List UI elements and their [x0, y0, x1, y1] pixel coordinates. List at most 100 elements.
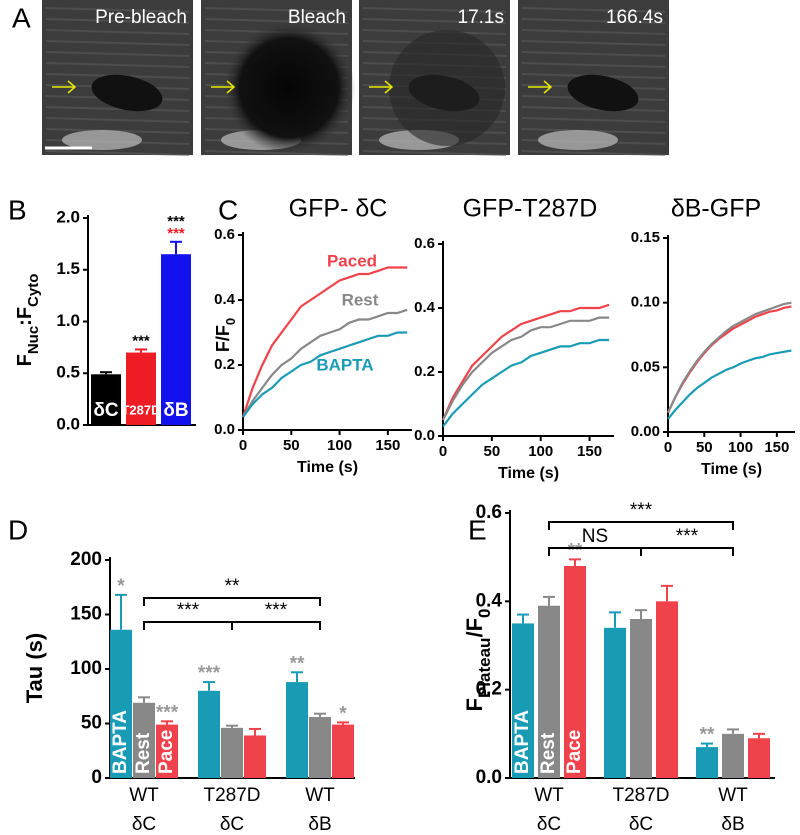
- significance: ***: [156, 702, 179, 723]
- bar: [286, 682, 308, 778]
- legend-label: Pace: [564, 730, 585, 774]
- y-tick-label: 0.4: [414, 299, 436, 316]
- image-texture: [521, 18, 666, 24]
- image-texture: [45, 150, 190, 156]
- x-tick-sublabel: δC: [220, 814, 244, 835]
- bar: [309, 716, 331, 778]
- legend-label: BAPTA: [512, 710, 533, 774]
- bar: [332, 724, 354, 778]
- series-line: [442, 338, 610, 428]
- bar: [630, 619, 652, 778]
- bracket: [231, 621, 321, 630]
- x-tick-label: 100: [728, 439, 753, 456]
- image-texture: [362, 150, 507, 156]
- y-tick-label: 1.5: [56, 259, 80, 278]
- bar: [512, 623, 534, 778]
- micrograph: 166.4s: [518, 0, 669, 156]
- image-texture: [45, 18, 190, 24]
- significance: ***: [167, 225, 185, 242]
- legend-label: BAPTA: [316, 355, 373, 374]
- image-texture: [521, 106, 666, 112]
- y-tick-label: 0.6: [476, 502, 502, 523]
- x-axis-label: Time (s): [701, 461, 762, 478]
- y-tick-label: 0.2: [214, 356, 235, 373]
- significance: **: [700, 725, 715, 746]
- bar: [656, 601, 678, 778]
- legend-label: BAPTA: [110, 710, 131, 774]
- y-axis-label-part: F: [14, 354, 36, 366]
- y-axis-label-part: 0: [475, 609, 494, 618]
- bracket-label: NS: [582, 526, 608, 547]
- legend-label: Rest: [538, 732, 559, 774]
- bar: [161, 254, 191, 425]
- y-tick-label: 0.2: [476, 679, 502, 700]
- image-label: 166.4s: [606, 7, 663, 28]
- panel-label: E: [468, 514, 487, 545]
- y-tick-label: 0.0: [476, 767, 502, 788]
- bar: [91, 374, 121, 425]
- bar: [198, 690, 220, 778]
- legend-label: Paced: [327, 251, 377, 270]
- y-axis-label-part: F/F: [213, 325, 233, 352]
- image-texture: [45, 40, 190, 46]
- y-tick-label: 0.0: [414, 427, 435, 444]
- bar: [604, 627, 626, 778]
- x-tick-label: 150: [764, 439, 789, 456]
- bracket: [143, 597, 321, 606]
- image-texture: [521, 150, 666, 156]
- x-tick-label: WT: [534, 785, 564, 806]
- image-texture: [521, 117, 666, 123]
- y-axis-label-part: Plateau: [475, 638, 494, 698]
- x-axis-label: Time (s): [498, 465, 559, 482]
- panel-label: C: [218, 194, 238, 225]
- x-tick-sublabel: δB: [308, 814, 331, 835]
- legend-label: Pace: [156, 730, 177, 774]
- y-axis-label-part: :F: [14, 307, 36, 326]
- bracket-label: ***: [630, 500, 653, 521]
- series-line: [667, 301, 792, 414]
- arrow: [211, 80, 236, 94]
- chart-title: GFP-T287D: [463, 195, 598, 223]
- x-tick-label: WT: [305, 785, 335, 806]
- image-texture: [204, 150, 349, 156]
- x-tick-label: 100: [327, 437, 352, 454]
- bracket-label: **: [225, 576, 240, 597]
- bracket: [143, 621, 233, 630]
- x-tick-label: 0: [664, 439, 672, 456]
- y-tick-label: 2.0: [56, 207, 80, 226]
- nucleus: [567, 74, 639, 112]
- y-tick-label: 200: [70, 549, 102, 570]
- image-texture: [45, 29, 190, 35]
- panel-label: D: [8, 514, 28, 545]
- micrograph: 17.1s: [359, 0, 510, 156]
- y-axis-label: FPlateau/F0: [462, 609, 494, 712]
- y-tick-label: 0.5: [56, 363, 80, 382]
- image-highlight: [62, 130, 142, 150]
- y-axis-label-part: Nuc: [25, 326, 42, 354]
- y-tick-label: 0.4: [476, 590, 503, 611]
- x-tick-label: WT: [718, 785, 748, 806]
- y-tick-label: 0.2: [414, 363, 435, 380]
- x-tick-label: 50: [283, 437, 300, 454]
- y-tick-label: 100: [70, 658, 102, 679]
- y-axis-label-part: F: [462, 698, 487, 711]
- x-tick-label: 150: [577, 443, 602, 460]
- y-axis-label: Tau (s): [22, 633, 47, 703]
- x-tick-label: 150: [375, 437, 400, 454]
- bar: [748, 738, 770, 778]
- arrow: [52, 80, 77, 94]
- x-tick-label: T287D: [203, 785, 260, 806]
- bar: [722, 733, 744, 778]
- image-texture: [204, 18, 349, 24]
- series-line: [667, 349, 792, 420]
- bleach-spot: [223, 22, 355, 154]
- bracket: [548, 521, 734, 530]
- image-texture: [45, 106, 190, 112]
- bar: [696, 747, 718, 778]
- x-tick-sublabel: δC: [537, 814, 561, 835]
- significance: *: [339, 703, 347, 724]
- bar: [110, 629, 132, 778]
- x-tick-label: T287D: [612, 785, 669, 806]
- image-texture: [521, 51, 666, 57]
